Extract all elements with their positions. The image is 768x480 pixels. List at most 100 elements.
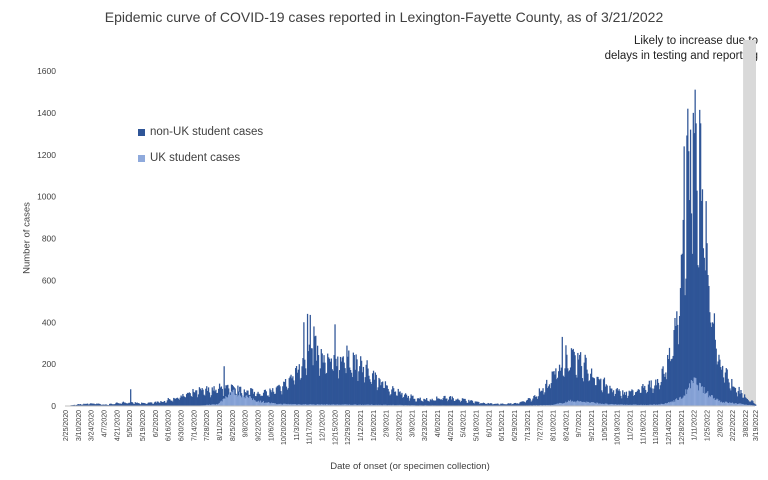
bar-non-uk <box>185 394 188 406</box>
bar-uk <box>213 404 215 406</box>
bar-uk <box>653 404 655 406</box>
bar-non-uk <box>445 398 447 406</box>
bar-non-uk <box>282 386 284 406</box>
bar-uk <box>217 404 219 406</box>
bar-uk <box>745 404 748 406</box>
bar-uk <box>689 383 691 406</box>
bar-non-uk <box>355 354 357 406</box>
bar-uk <box>590 402 593 406</box>
bar-uk <box>222 399 224 406</box>
bar-non-uk <box>385 385 387 406</box>
bar-uk <box>370 404 372 406</box>
legend-swatch-uk <box>138 154 145 162</box>
bar-non-uk <box>604 386 606 406</box>
bar-non-uk <box>401 392 403 406</box>
bar-non-uk <box>79 404 81 406</box>
bar-uk <box>610 404 612 406</box>
bar-uk <box>288 404 290 406</box>
bar-non-uk <box>405 394 408 406</box>
bar-non-uk <box>167 397 169 406</box>
bar-uk <box>209 404 212 406</box>
bar-uk <box>334 404 336 406</box>
bar-non-uk <box>733 387 736 406</box>
bar-non-uk <box>300 377 302 406</box>
bar-uk <box>352 404 354 406</box>
bar-non-uk <box>543 394 545 406</box>
bar-uk <box>661 403 663 406</box>
bar-uk <box>709 395 711 406</box>
bar-uk <box>323 404 325 406</box>
bar-uk <box>233 389 235 406</box>
bar-non-uk <box>703 257 705 406</box>
bar-non-uk <box>141 402 143 406</box>
bar-non-uk <box>266 395 268 406</box>
legend-item-uk: UK student cases <box>138 152 240 164</box>
bar-uk <box>275 404 278 406</box>
bar-uk <box>718 400 720 406</box>
x-tick-label: 1/25/2022 <box>704 410 711 441</box>
bar-non-uk <box>143 403 146 406</box>
bar-non-uk <box>311 348 313 406</box>
x-axis-label: Date of onset (or specimen collection) <box>330 461 490 472</box>
bar-non-uk <box>77 404 80 406</box>
bar-non-uk <box>372 370 375 406</box>
bar-uk <box>646 404 649 406</box>
bar-non-uk <box>105 404 107 406</box>
bar-uk <box>317 404 320 406</box>
bar-uk <box>689 388 692 406</box>
bar-non-uk <box>178 399 180 406</box>
bar-non-uk <box>400 394 402 406</box>
bar-non-uk <box>424 399 426 406</box>
bar-non-uk <box>209 397 212 406</box>
bar-uk <box>622 404 624 406</box>
bar-uk <box>717 399 719 406</box>
bar-non-uk <box>739 393 741 406</box>
bar-non-uk <box>116 402 118 406</box>
x-tick-label: 2/9/2021 <box>384 410 391 437</box>
bar-non-uk <box>335 358 337 406</box>
bar-non-uk <box>473 403 475 406</box>
bar-uk <box>344 404 346 406</box>
bar-uk <box>363 404 365 406</box>
bar-uk <box>374 404 376 406</box>
bar-uk <box>301 404 303 406</box>
bar-non-uk <box>744 394 746 406</box>
x-tick-label: 7/14/2020 <box>191 410 198 441</box>
bar-non-uk <box>114 404 116 406</box>
bar-non-uk <box>544 392 546 406</box>
bar-non-uk <box>285 386 288 406</box>
bar-uk <box>720 402 722 406</box>
bar-uk <box>714 400 716 406</box>
bar-non-uk <box>492 404 495 406</box>
bar-non-uk <box>108 403 111 406</box>
bar-uk <box>744 404 746 406</box>
bar-uk <box>243 396 245 406</box>
bar-non-uk <box>545 383 547 406</box>
bar-non-uk <box>211 387 213 406</box>
bar-uk <box>692 383 694 406</box>
bar-non-uk <box>284 379 287 406</box>
bar-non-uk <box>148 402 150 406</box>
bar-non-uk <box>128 402 130 406</box>
bar-non-uk <box>535 396 537 406</box>
bar-non-uk <box>718 354 720 406</box>
bar-non-uk <box>396 395 398 406</box>
bar-non-uk <box>503 404 505 406</box>
bar-non-uk <box>712 323 715 406</box>
bar-uk <box>675 399 677 406</box>
bar-non-uk <box>422 401 424 406</box>
bar-non-uk <box>185 397 187 406</box>
bar-non-uk <box>683 146 685 406</box>
bar-uk <box>286 404 289 406</box>
bar-non-uk <box>152 403 155 406</box>
bar-uk <box>546 404 548 406</box>
bar-uk <box>593 402 595 406</box>
bar-non-uk <box>349 369 352 406</box>
bar-uk <box>693 377 695 406</box>
bar-non-uk <box>687 108 689 406</box>
bar-non-uk <box>121 402 124 406</box>
bar-non-uk <box>421 400 423 406</box>
bar-uk <box>333 404 335 406</box>
x-tick-label: 8/24/2021 <box>563 410 570 441</box>
bar-non-uk <box>693 133 695 406</box>
